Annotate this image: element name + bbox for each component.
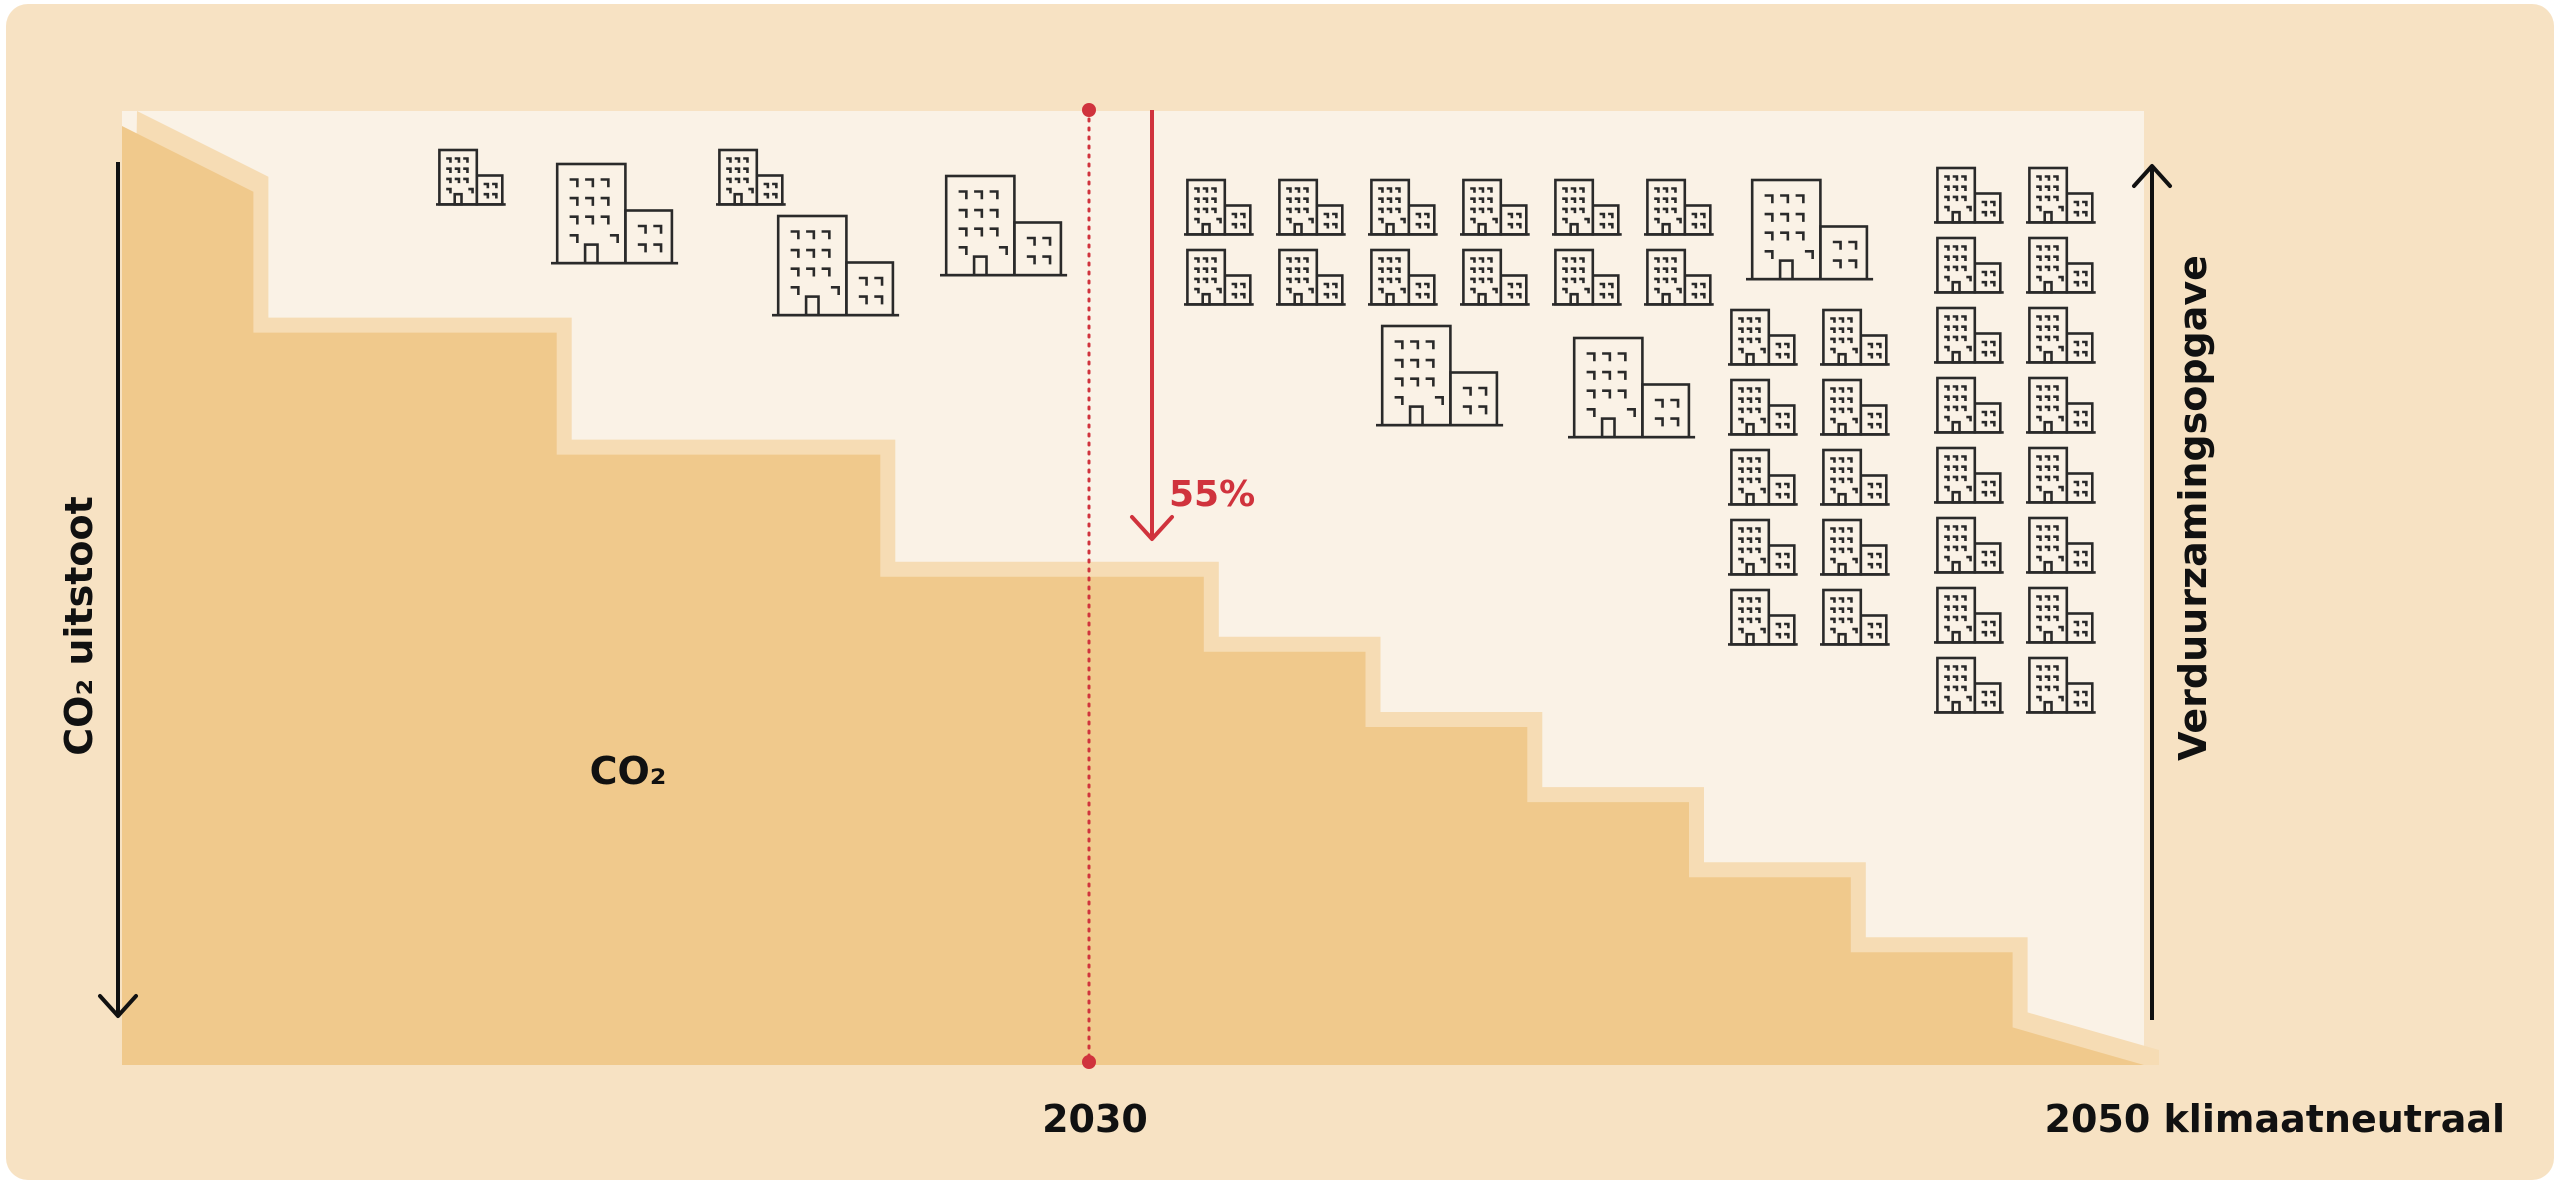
building-icon <box>2026 376 2096 434</box>
buildings-group <box>436 148 2096 714</box>
building-icon <box>1644 248 1714 306</box>
x-tick-2030: 2030 <box>1042 1097 1148 1141</box>
building-icon <box>1376 324 1504 427</box>
building-icon <box>1728 448 1798 506</box>
building-icon <box>1934 306 2004 364</box>
left-axis-arrow <box>98 162 138 1018</box>
right-axis-arrow <box>2132 164 2172 1020</box>
building-icon <box>1644 178 1714 236</box>
building-icon <box>1820 588 1890 646</box>
y-axis-label: CO₂ uitstoot <box>57 496 101 755</box>
building-icon <box>1934 376 2004 434</box>
building-icon <box>1568 336 1696 439</box>
building-icon <box>1934 446 2004 504</box>
building-icon <box>1728 518 1798 576</box>
building-icon <box>1368 248 1438 306</box>
building-icon <box>940 174 1068 277</box>
building-icon <box>2026 236 2096 294</box>
building-icon <box>1746 178 1874 281</box>
building-icon <box>1460 178 1530 236</box>
building-icon <box>1820 518 1890 576</box>
building-icon <box>2026 166 2096 224</box>
building-icon <box>1728 588 1798 646</box>
building-icon <box>1552 178 1622 236</box>
building-icon <box>1934 586 2004 644</box>
x-tick-2050: 2050 klimaatneutraal <box>2045 1097 2505 1141</box>
building-icon <box>2026 586 2096 644</box>
building-icon <box>1460 248 1530 306</box>
building-icon <box>1820 448 1890 506</box>
building-icon <box>2026 306 2096 364</box>
building-icon <box>1184 178 1254 236</box>
marker-2030-top-dot <box>1082 103 1096 117</box>
building-icon <box>2026 446 2096 504</box>
building-icon <box>772 214 900 317</box>
building-icon <box>436 148 506 206</box>
building-icon <box>1820 308 1890 366</box>
building-icon <box>1820 378 1890 436</box>
building-icon <box>2026 656 2096 714</box>
building-icon <box>1552 248 1622 306</box>
infographic-frame: 55% CO₂ uitstoot Verduurzamingsopgave CO… <box>6 4 2554 1180</box>
building-icon <box>1934 236 2004 294</box>
building-icon <box>1276 248 1346 306</box>
building-icon <box>551 162 679 265</box>
reduction-arrow <box>1130 110 1174 541</box>
co2-emission-area <box>122 126 2144 1065</box>
building-icon <box>2026 516 2096 574</box>
building-icon <box>1934 166 2004 224</box>
building-icon <box>1276 178 1346 236</box>
area-label: CO₂ <box>590 749 667 793</box>
building-icon <box>1368 178 1438 236</box>
right-axis-label: Verduurzamingsopgave <box>2171 255 2215 761</box>
marker-2030-bottom-dot <box>1082 1055 1096 1069</box>
building-icon <box>1728 378 1798 436</box>
building-icon <box>716 148 786 206</box>
building-icon <box>1184 248 1254 306</box>
building-icon <box>1934 656 2004 714</box>
building-icon <box>1728 308 1798 366</box>
co2-reduction-chart: 55% CO₂ uitstoot Verduurzamingsopgave CO… <box>57 103 2505 1141</box>
building-icon <box>1934 516 2004 574</box>
reduction-label: 55% <box>1169 474 1255 515</box>
